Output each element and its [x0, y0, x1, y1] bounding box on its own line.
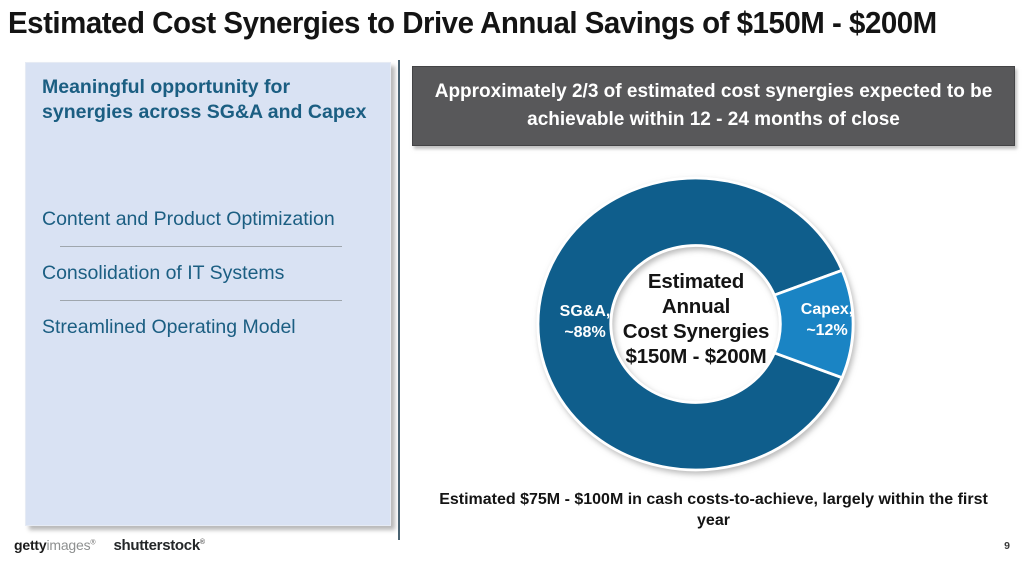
footer-logos: gettyimages® shutterstock®: [14, 537, 205, 554]
list-item: Streamlined Operating Model: [42, 316, 296, 339]
list-item: Consolidation of IT Systems: [42, 262, 285, 285]
sgna-label-line2: ~88%: [564, 324, 606, 342]
chart-caption: Estimated $75M - $100M in cash costs-to-…: [412, 490, 1015, 532]
center-label-line1: Estimated: [647, 270, 745, 293]
vertical-divider: [398, 60, 400, 540]
page-number: 9: [1004, 540, 1010, 552]
capex-label-line1: Capex,: [800, 301, 854, 318]
getty-logo-light: images: [46, 537, 91, 553]
chart-caption-text: Estimated $75M - $100M in cash costs-to-…: [439, 491, 988, 529]
center-label-line2: Annual: [661, 295, 731, 318]
donut-chart: SG&A, ~88% Capex, ~12% Estimated Annual …: [412, 150, 1015, 495]
left-panel-heading: Meaningful opportunity for synergies acr…: [42, 76, 367, 124]
donut-svg: [536, 176, 855, 472]
shutterstock-logo-text: shutterstock: [113, 537, 200, 554]
item-divider: [60, 300, 342, 302]
getty-logo-bold: getty: [14, 537, 47, 553]
shutterstock-registered-mark-icon: ®: [199, 539, 205, 546]
center-label-line4: $150M - $200M: [625, 345, 767, 368]
getty-registered-mark-icon: ®: [90, 539, 96, 547]
center-label-line3: Cost Synergies: [622, 320, 770, 343]
item-divider: [60, 246, 342, 248]
capex-label-line2: ~12%: [806, 322, 848, 340]
donut-center-label: Estimated Annual Cost Synergies $150M - …: [596, 269, 796, 369]
slice-sgna: [536, 176, 845, 472]
left-panel: Meaningful opportunity for synergies acr…: [25, 62, 391, 526]
gettyimages-logo: gettyimages®: [14, 537, 96, 553]
banner: Approximately 2/3 of estimated cost syne…: [412, 66, 1015, 146]
sgna-slice-label: SG&A, ~88%: [540, 301, 630, 343]
list-item: Content and Product Optimization: [42, 207, 335, 230]
slide-title: Estimated Cost Synergies to Drive Annual…: [8, 5, 937, 40]
shutterstock-logo: shutterstock®: [113, 537, 205, 554]
sgna-label-line1: SG&A,: [559, 303, 611, 320]
slice-capex: [772, 268, 855, 380]
banner-text: Approximately 2/3 of estimated cost syne…: [434, 80, 993, 131]
capex-slice-label: Capex, ~12%: [782, 299, 872, 341]
synergy-list: Content and Product Optimization Consoli…: [42, 208, 374, 340]
